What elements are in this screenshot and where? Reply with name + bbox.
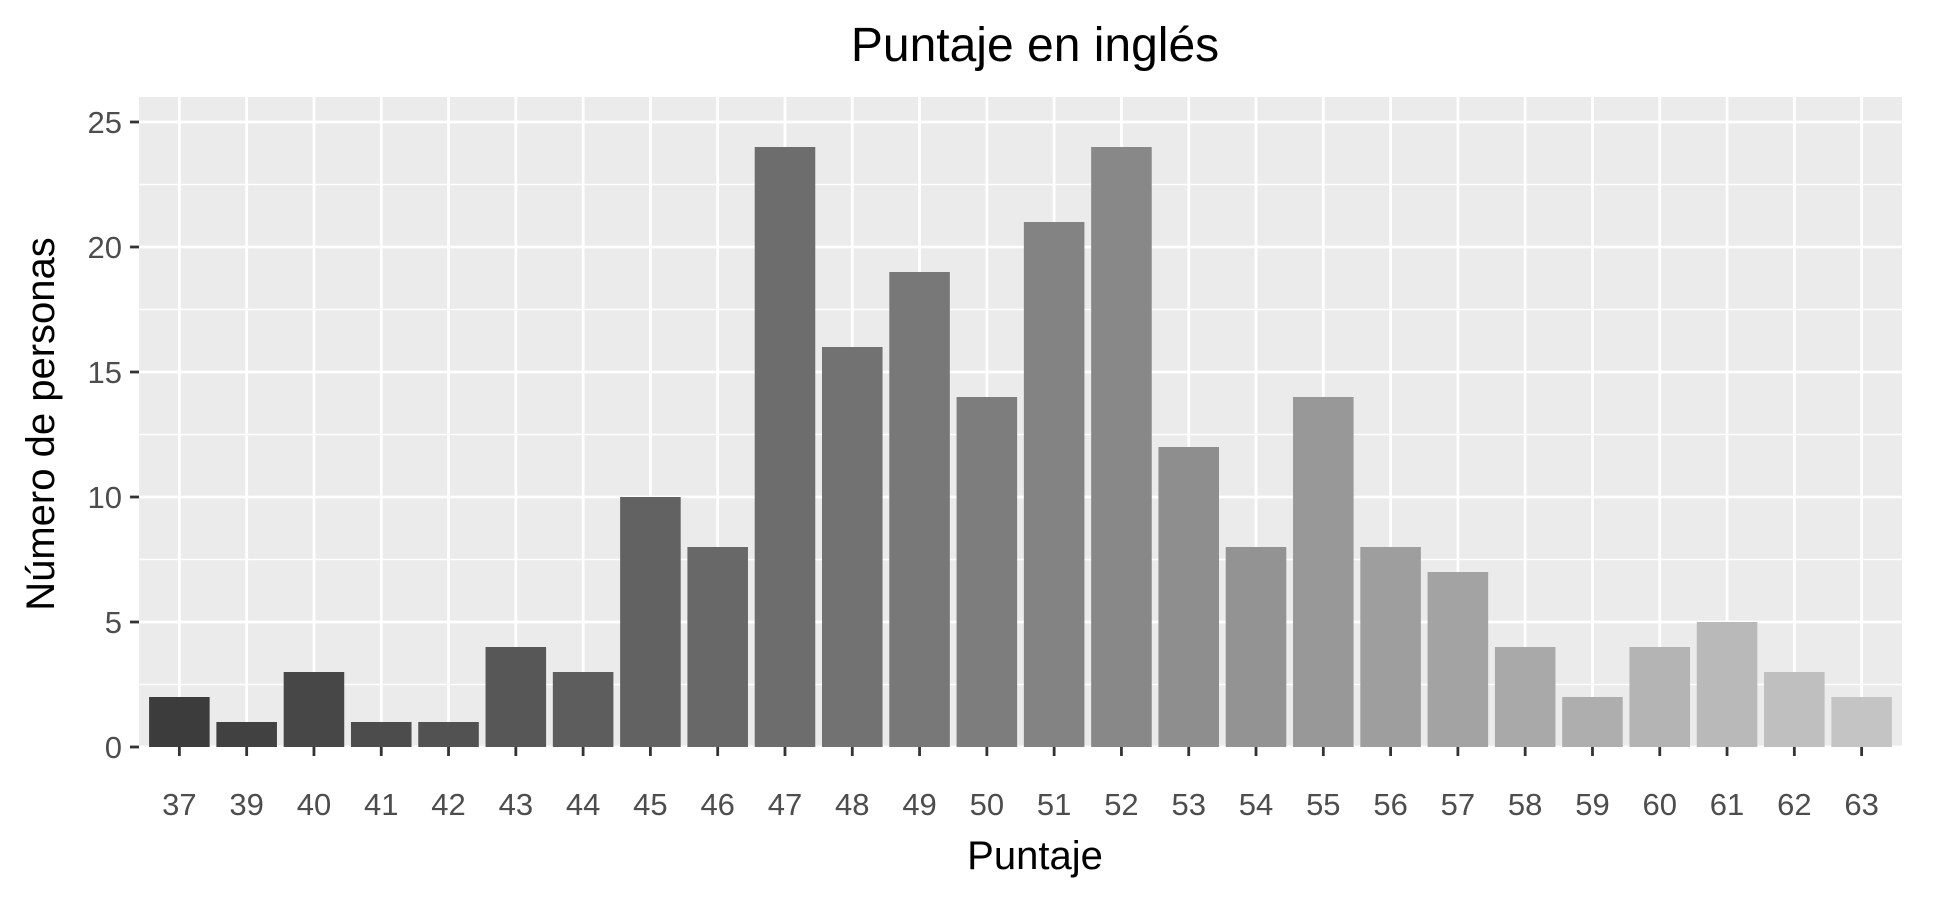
bar-47 (754, 147, 816, 747)
y-tick-label: 0 (105, 730, 122, 765)
bar-56 (1360, 547, 1421, 747)
x-tick-label: 47 (768, 787, 802, 822)
bar-43 (485, 647, 547, 747)
x-tick-label: 62 (1777, 787, 1811, 822)
x-tick-label: 52 (1104, 787, 1138, 822)
minor-gridlines (139, 183, 1902, 686)
bar-58 (1494, 647, 1556, 747)
bar-48 (821, 347, 883, 747)
bar-40 (283, 672, 345, 747)
x-tick-label: 53 (1171, 787, 1205, 822)
bar-54 (1225, 547, 1287, 747)
bar-51 (1023, 222, 1085, 747)
y-tick-label: 15 (88, 355, 122, 390)
y-tick-label: 20 (88, 230, 122, 265)
bar-52 (1091, 147, 1152, 747)
bar-61 (1696, 622, 1758, 747)
x-tick-label: 45 (633, 787, 667, 822)
x-tick-label: 59 (1575, 787, 1609, 822)
x-tick-label: 44 (566, 787, 600, 822)
x-tick-label: 60 (1643, 787, 1677, 822)
bar-39 (216, 722, 277, 747)
x-tick-label: 40 (297, 787, 331, 822)
bar-60 (1629, 647, 1691, 747)
x-tick-label: 41 (364, 787, 398, 822)
bar-62 (1764, 672, 1825, 747)
bar-55 (1293, 397, 1354, 747)
bar-41 (350, 722, 412, 747)
x-tick-label: 54 (1239, 787, 1273, 822)
bar-63 (1831, 697, 1892, 747)
y-tick-label: 10 (88, 480, 122, 515)
x-tick-label: 57 (1441, 787, 1475, 822)
x-tick-label: 42 (431, 787, 465, 822)
bar-44 (552, 672, 614, 747)
y-axis-title: Número de personas (19, 237, 63, 611)
bars-group (149, 147, 1892, 747)
y-axis-ticks: 0 5 10 15 20 25 (88, 105, 139, 765)
x-tick-label: 46 (700, 787, 734, 822)
x-tick-label: 50 (970, 787, 1004, 822)
bar-57 (1427, 572, 1489, 747)
bar-37 (149, 697, 210, 747)
x-tick-label: 55 (1306, 787, 1340, 822)
x-tick-label: 49 (902, 787, 936, 822)
x-tick-label: 39 (229, 787, 263, 822)
bar-42 (418, 722, 479, 747)
x-axis-ticks: 37 39 40 41 42 43 44 45 46 47 48 49 50 51 52 53 54 55 56 57… (162, 747, 1879, 822)
x-tick-label: 48 (835, 787, 869, 822)
y-tick-label: 5 (105, 605, 122, 640)
x-tick-label: 63 (1844, 787, 1878, 822)
x-tick-label: 56 (1373, 787, 1407, 822)
bar-45 (620, 497, 681, 747)
bar-49 (889, 272, 950, 747)
x-tick-label: 51 (1037, 787, 1071, 822)
x-tick-label: 37 (162, 787, 196, 822)
plot-panel (139, 97, 1902, 747)
bar-53 (1158, 447, 1220, 747)
x-tick-label: 58 (1508, 787, 1542, 822)
x-tick-label: 61 (1710, 787, 1744, 822)
bar-50 (956, 397, 1018, 747)
y-tick-label: 25 (88, 105, 122, 140)
chart-title: Puntaje en inglés (851, 19, 1219, 72)
bar-59 (1562, 697, 1623, 747)
x-tick-label: 43 (499, 787, 533, 822)
bar-46 (687, 547, 748, 747)
x-axis-title: Puntaje (967, 834, 1103, 878)
